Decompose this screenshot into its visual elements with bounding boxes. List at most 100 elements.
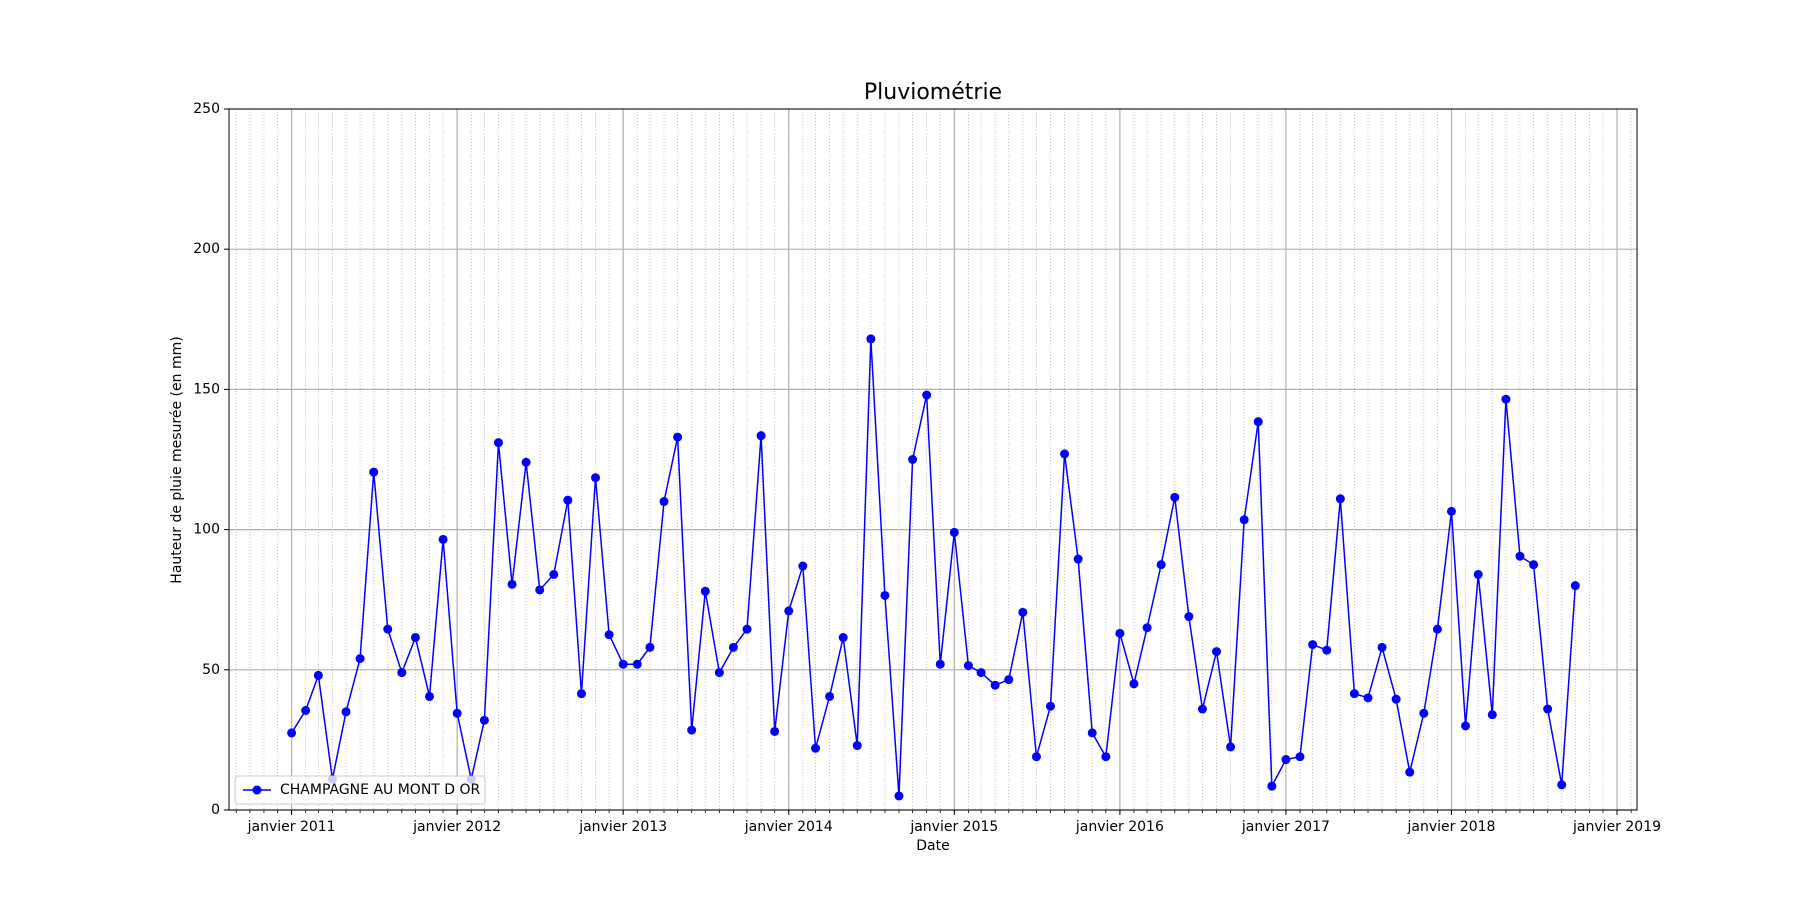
data-point [341,707,351,717]
data-point [424,691,434,701]
data-point [1226,742,1236,752]
data-point [659,497,669,507]
data-point [369,467,379,477]
data-point [1004,675,1014,685]
data-point [479,715,489,725]
data-point [935,659,945,669]
data-point [563,495,573,505]
data-point [1570,581,1580,591]
data-point [301,705,311,715]
data-point [673,432,683,442]
data-point [1363,693,1373,703]
data-point [1129,679,1139,689]
data-point [1446,506,1456,516]
data-point [1087,728,1097,738]
data-point [756,431,766,441]
data-point [976,668,986,678]
data-point [438,534,448,544]
data-point [1529,560,1539,570]
data-point [838,633,848,643]
data-point [880,590,890,600]
data-point [452,708,462,718]
data-point [1308,640,1318,650]
x-tick-label: janvier 2016 [1075,819,1164,835]
data-point [604,630,614,640]
y-tick-label: 250 [193,101,220,117]
data-point [687,725,697,735]
data-point [576,689,586,699]
x-tick-label: janvier 2018 [1406,819,1495,835]
data-point [1281,755,1291,765]
x-tick-label: janvier 2011 [247,819,336,835]
data-point [1101,752,1111,762]
data-point [549,569,559,579]
data-point [535,585,545,595]
data-point [866,334,876,344]
data-point [410,633,420,643]
data-point [1557,780,1567,790]
data-point [1377,642,1387,652]
data-point [1487,710,1497,720]
data-point [770,726,780,736]
legend-label: CHAMPAGNE AU MONT D OR [280,782,481,798]
legend-box [234,775,486,805]
data-point [1212,647,1222,657]
data-point [1515,551,1525,561]
legend-marker [252,785,262,795]
data-point [908,455,918,464]
data-point [784,606,794,616]
data-point [1018,607,1028,617]
data-point [1142,623,1152,633]
data-point [507,579,517,589]
data-point [287,728,297,738]
x-tick-label: janvier 2019 [1572,819,1661,835]
data-line [290,338,1577,797]
data-point [1473,569,1483,579]
data-point [1060,449,1070,459]
data-point [1405,767,1415,777]
data-point [1543,704,1553,714]
data-point [618,659,628,669]
data-point [1335,494,1345,504]
data-point [632,659,642,669]
data-point [825,691,835,701]
data-point [811,743,821,753]
data-point [645,642,655,652]
data-point [355,654,365,664]
y-tick-label: 200 [193,241,220,257]
data-point [1461,721,1471,731]
data-point [1253,417,1263,427]
data-point [1170,492,1180,502]
data-point [742,624,752,634]
x-tick-label: janvier 2014 [744,819,833,835]
x-axis-label: Date [916,838,949,854]
data-point [963,661,973,671]
data-point [1156,560,1166,570]
y-tick-label: 0 [211,802,220,818]
data-point [1432,624,1442,634]
data-point [383,624,393,634]
x-tick-label: janvier 2017 [1241,819,1330,835]
data-point [591,473,601,483]
data-point [1267,781,1277,791]
data-point [894,791,904,801]
data-point [1295,752,1305,762]
data-point [728,642,738,652]
data-point [1197,704,1207,714]
data-point [700,586,710,596]
data-point [1031,752,1041,762]
data-point [1184,612,1194,622]
y-tick-label: 50 [202,662,220,678]
data-point [397,668,407,678]
data-point [922,390,932,400]
data-point [798,561,808,571]
data-point [493,438,503,448]
x-tick-label: janvier 2015 [909,819,998,835]
data-point [1239,515,1249,525]
data-point [1349,689,1359,699]
data-point [1045,701,1055,711]
data-point [852,741,862,751]
data-point [521,457,531,467]
data-point [949,527,959,537]
